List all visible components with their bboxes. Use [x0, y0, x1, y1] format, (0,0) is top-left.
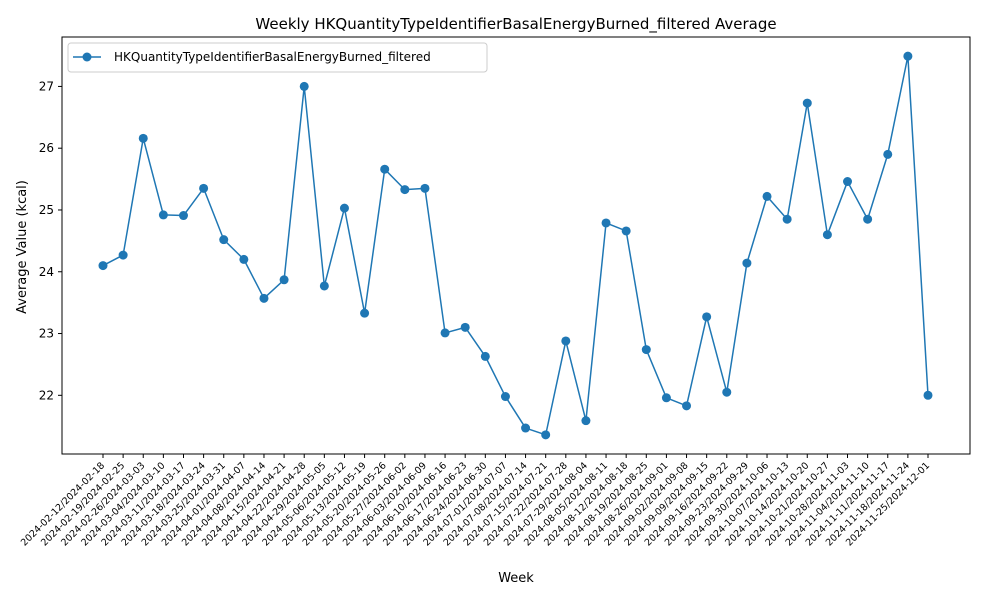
legend-marker-swatch [82, 52, 92, 62]
data-point [219, 235, 229, 245]
data-point [360, 308, 370, 318]
data-point [380, 164, 390, 174]
data-point [420, 183, 430, 193]
data-point [279, 275, 289, 285]
axes-frame [61, 36, 971, 455]
data-point [702, 312, 712, 322]
data-point [199, 183, 209, 193]
y-tick-label: 23 [39, 327, 54, 341]
data-point [742, 258, 752, 268]
data-point [460, 322, 470, 332]
data-point [923, 390, 933, 400]
legend-label: HKQuantityTypeIdentifierBasalEnergyBurne… [114, 50, 431, 64]
data-point [843, 177, 853, 187]
data-point [822, 230, 832, 240]
data-point [299, 81, 309, 91]
data-point [440, 328, 450, 338]
y-tick-label: 24 [39, 265, 54, 279]
y-tick-label: 22 [39, 388, 54, 402]
data-point [682, 401, 692, 411]
legend-frame [67, 42, 488, 73]
data-point [178, 211, 188, 221]
data-point [863, 214, 873, 224]
data-point [883, 149, 893, 159]
data-point [722, 387, 732, 397]
data-point [319, 281, 329, 291]
y-tick-label: 27 [39, 79, 54, 93]
data-point [581, 416, 591, 426]
series-line [102, 55, 929, 436]
data-point [561, 336, 571, 346]
data-point [158, 210, 168, 220]
data-point [400, 185, 410, 195]
x-axis-label: Week [498, 571, 534, 586]
data-point [118, 250, 128, 260]
data-point [500, 392, 510, 402]
data-point [762, 191, 772, 201]
data-point [259, 293, 269, 303]
data-point [239, 254, 249, 264]
data-point [641, 345, 651, 355]
data-point [802, 98, 812, 108]
y-axis-label: Average Value (kcal) [15, 180, 30, 314]
data-point [98, 261, 108, 271]
data-point [480, 351, 490, 361]
y-tick-label: 25 [39, 203, 54, 217]
data-point [601, 218, 611, 228]
chart-title: Weekly HKQuantityTypeIdentifierBasalEner… [255, 15, 776, 34]
data-point [541, 430, 551, 440]
data-point [138, 133, 148, 143]
data-point [782, 214, 792, 224]
data-point [621, 226, 631, 236]
data-point [661, 393, 671, 403]
data-point [903, 51, 913, 61]
data-point [339, 203, 349, 213]
legend: HKQuantityTypeIdentifierBasalEnergyBurne… [67, 42, 488, 73]
data-point [521, 423, 531, 433]
y-tick-label: 26 [39, 141, 54, 155]
